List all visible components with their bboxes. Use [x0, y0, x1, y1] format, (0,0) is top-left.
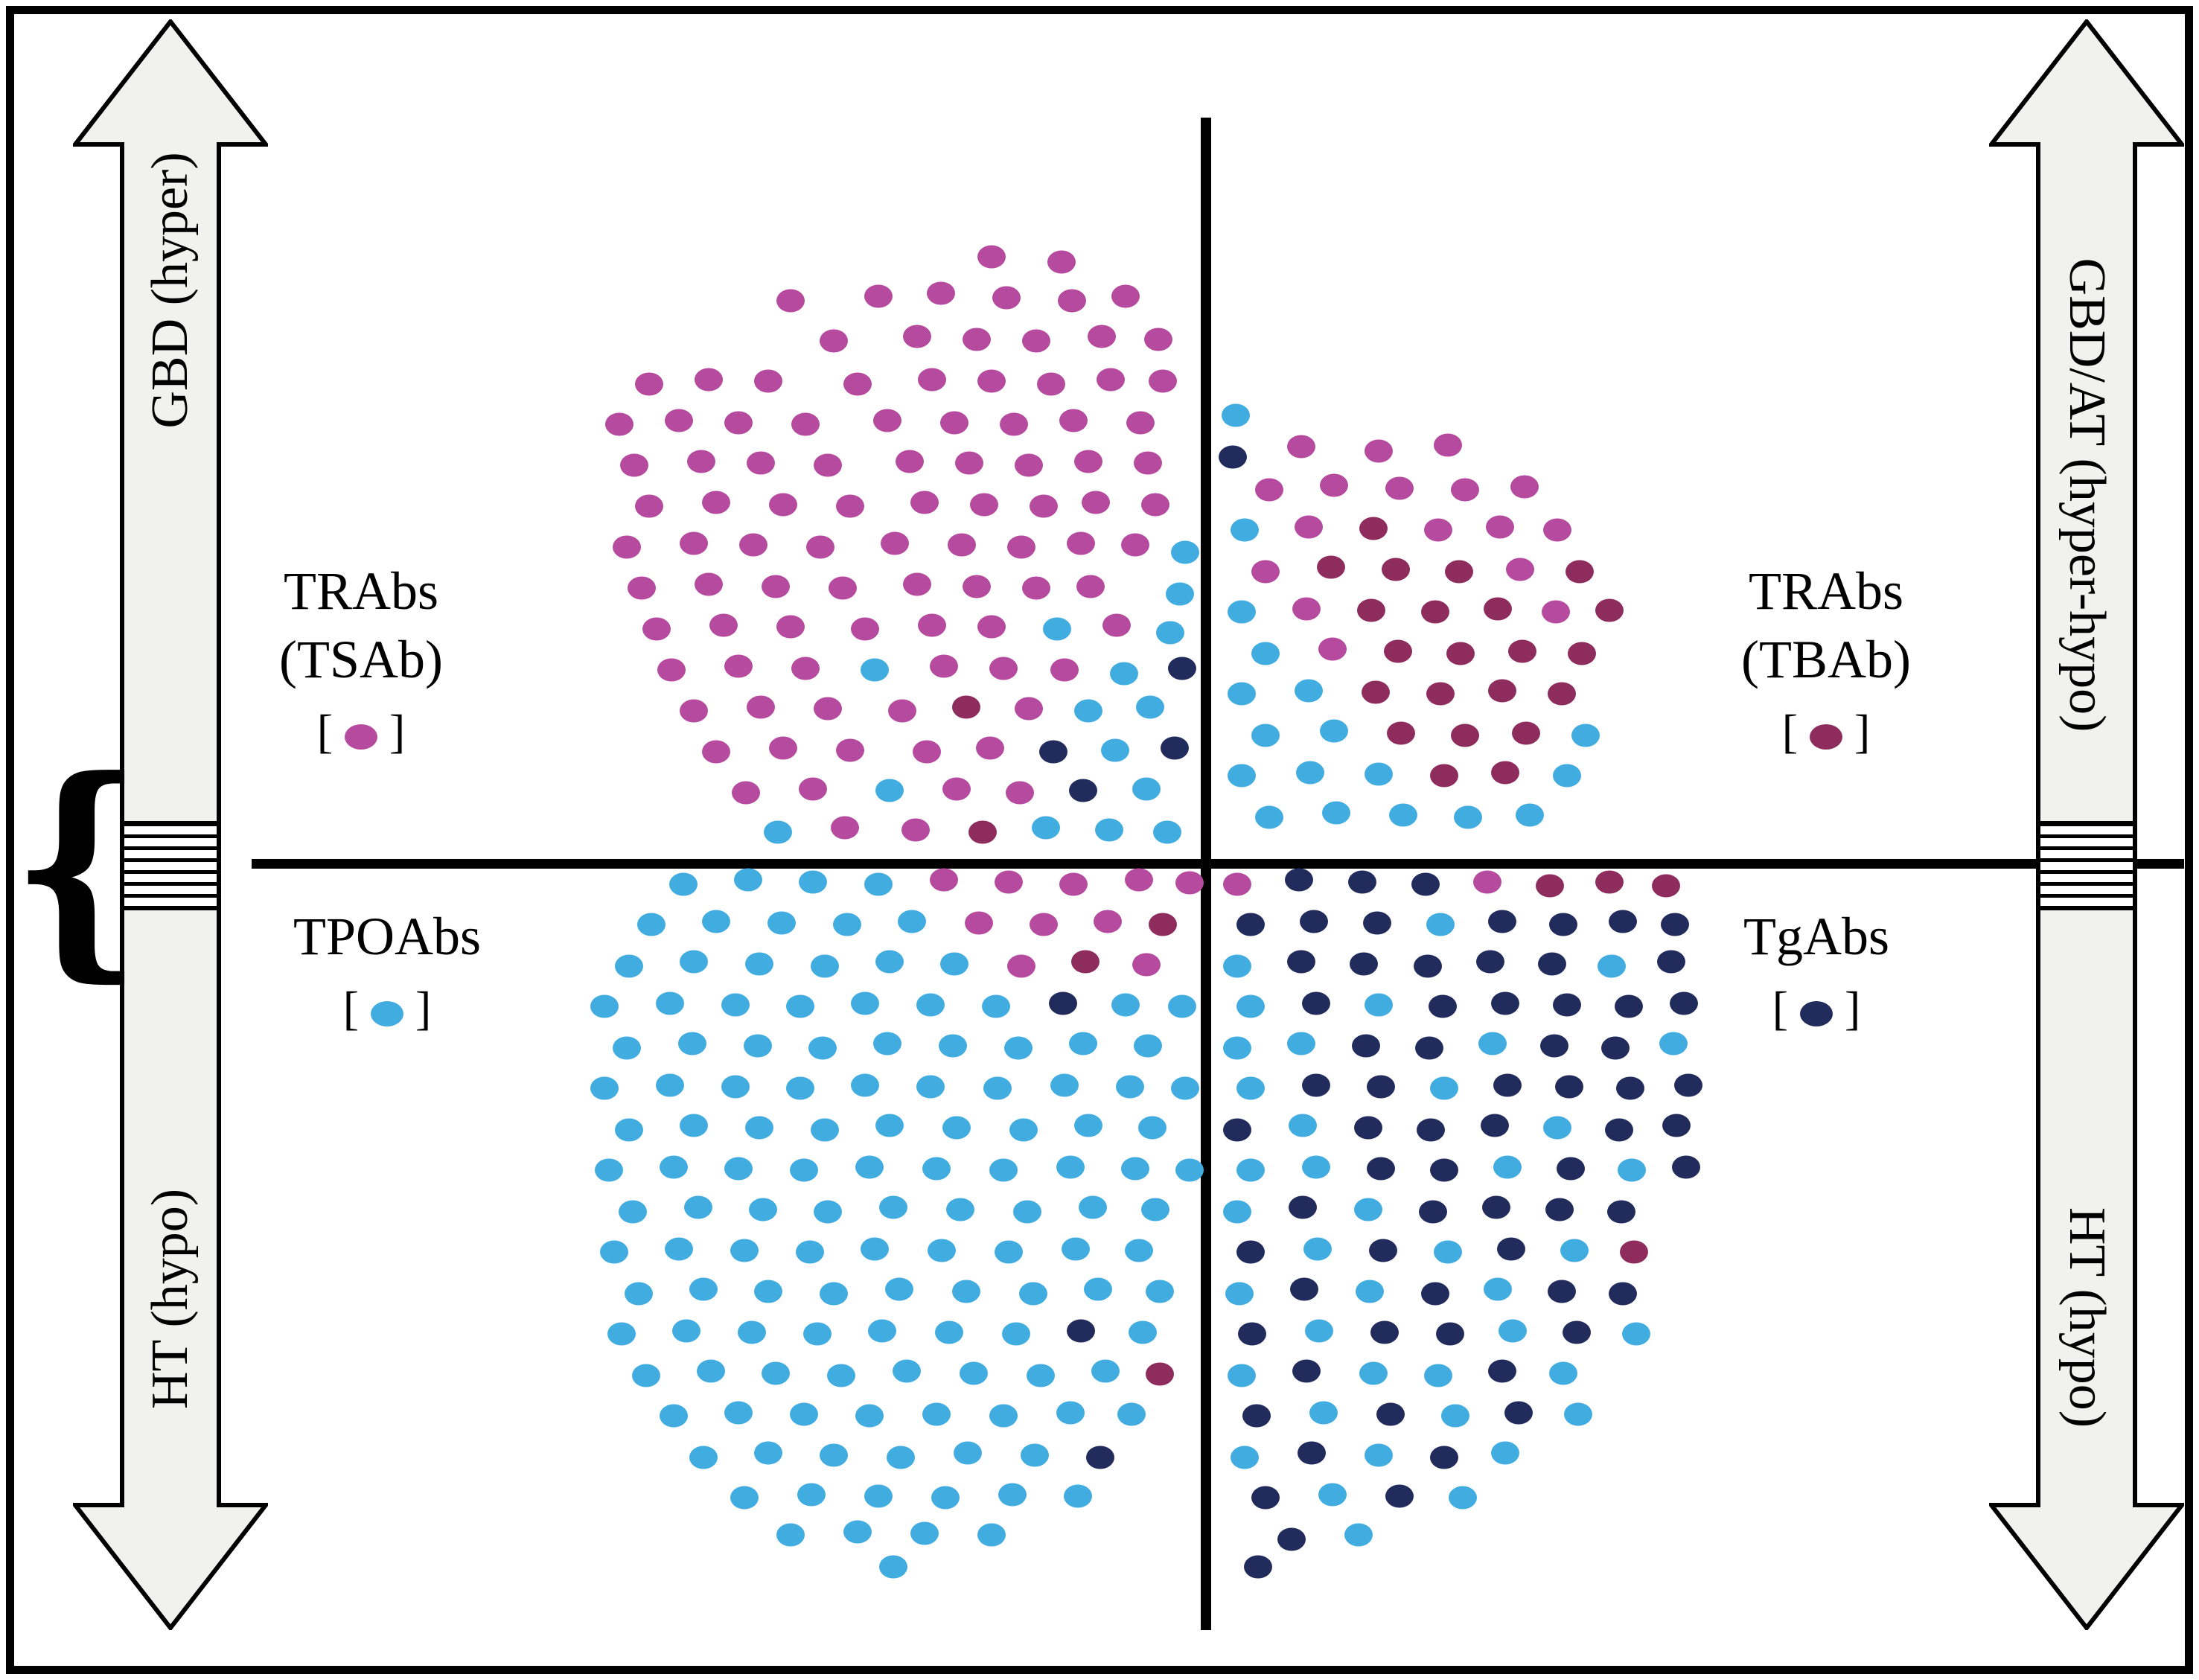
tpoab-dot-swatch [371, 1001, 403, 1027]
legend-tsab-subtitle: (TSAb) [279, 630, 443, 690]
legend-tbab-subtitle: (TBAb) [1741, 630, 1911, 690]
horizontal-axis-line [252, 859, 2184, 869]
bracket-close: ] [1845, 982, 1861, 1035]
legend-tpoab: TPOAbs [] [246, 902, 529, 1039]
right-arrow-break-hatch [2040, 821, 2133, 910]
legend-tsab-marker: [] [223, 701, 499, 762]
legend-tgab: TgAbs [] [1682, 902, 1950, 1039]
right-arrow-top-label: GBD/AT (hyper-hypo) [2058, 258, 2116, 732]
left-curly-brace: { [10, 729, 143, 1003]
bracket-close: ] [415, 982, 432, 1035]
tbab-dot-swatch [1810, 724, 1842, 750]
bracket-open: [ [342, 982, 359, 1035]
legend-tsab-title: TRAbs [283, 561, 439, 621]
bracket-open: [ [316, 705, 333, 758]
left-arrow-top-label: GBD (hyper) [141, 152, 199, 429]
vertical-axis-line [1201, 118, 1211, 1630]
legend-tsab: TRAbs (TSAb) [] [223, 557, 499, 762]
legend-tbab-marker: [] [1681, 701, 1971, 762]
left-arrow-bottom-label: HT (hypo) [141, 1188, 199, 1410]
legend-tgab-marker: [] [1682, 978, 1950, 1039]
right-arrow-bottom-label: HT (hypo) [2058, 1207, 2116, 1428]
legend-tpoab-title: TPOAbs [293, 907, 482, 966]
legend-tpoab-marker: [] [246, 978, 529, 1039]
left-arrow-break-hatch [124, 821, 217, 910]
figure-border [6, 6, 2193, 1674]
legend-tbab: TRAbs (TBAb) [] [1681, 557, 1971, 762]
legend-tgab-title: TgAbs [1743, 907, 1889, 966]
bracket-open: [ [1781, 705, 1798, 758]
bracket-close: ] [1854, 705, 1871, 758]
bracket-close: ] [389, 705, 406, 758]
tsab-dot-swatch [345, 724, 377, 750]
bracket-open: [ [1772, 982, 1788, 1035]
legend-tbab-title: TRAbs [1748, 561, 1904, 621]
tgab-dot-swatch [1800, 1001, 1833, 1027]
